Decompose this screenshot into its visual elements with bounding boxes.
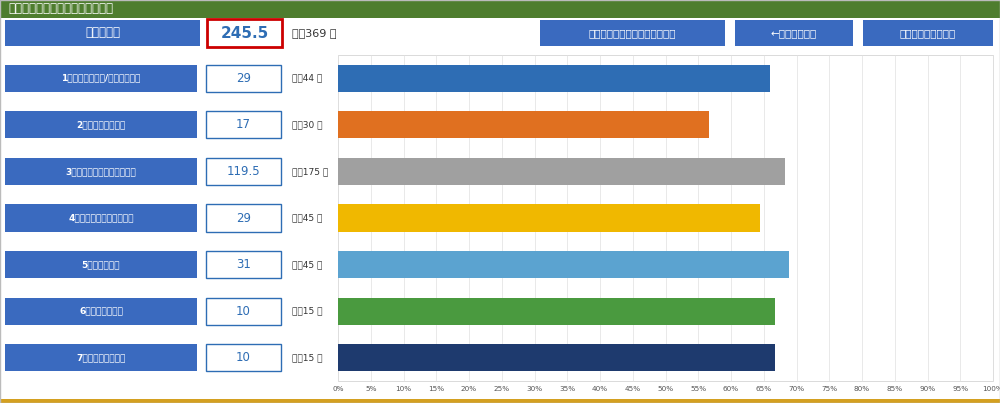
- Text: ／　369 点: ／ 369 点: [292, 28, 336, 38]
- Text: 10%: 10%: [395, 386, 412, 392]
- Bar: [206, 158, 281, 185]
- Text: 40%: 40%: [592, 386, 608, 392]
- Bar: [5, 111, 197, 138]
- Bar: [206, 204, 281, 231]
- Text: 119.5: 119.5: [227, 165, 260, 178]
- Text: ／　175 点: ／ 175 点: [292, 167, 328, 176]
- Bar: [338, 65, 770, 92]
- Bar: [5, 298, 197, 325]
- Text: 29: 29: [236, 212, 251, 224]
- Bar: [338, 298, 775, 325]
- Text: 3）　情報基盤の整備と活用: 3） 情報基盤の整備と活用: [66, 167, 136, 176]
- Bar: [5, 158, 197, 185]
- Bar: [206, 251, 281, 278]
- Text: 25%: 25%: [494, 386, 510, 392]
- Bar: [338, 111, 709, 138]
- Text: 10: 10: [236, 351, 251, 364]
- Text: 70%: 70%: [788, 386, 805, 392]
- Text: 総合評価点: 総合評価点: [85, 27, 120, 39]
- Bar: [338, 251, 789, 278]
- Bar: [5, 65, 197, 92]
- Bar: [206, 344, 281, 371]
- Text: 95%: 95%: [952, 386, 968, 392]
- Text: レベルアップに向けた参考情報: レベルアップに向けた参考情報: [589, 28, 676, 38]
- Text: 245.5: 245.5: [220, 25, 269, 40]
- Text: ／　15 点: ／ 15 点: [292, 353, 322, 362]
- Text: 35%: 35%: [559, 386, 575, 392]
- Text: 50%: 50%: [657, 386, 674, 392]
- Text: 7）　法令等の整備: 7） 法令等の整備: [76, 353, 126, 362]
- Text: 5%: 5%: [365, 386, 376, 392]
- Text: ／　15 点: ／ 15 点: [292, 307, 322, 316]
- Text: ／　45 点: ／ 45 点: [292, 260, 322, 269]
- Text: 20%: 20%: [461, 386, 477, 392]
- Text: 100%: 100%: [983, 386, 1000, 392]
- Text: 75%: 75%: [821, 386, 837, 392]
- Text: 6）　体制の構築: 6） 体制の構築: [79, 307, 123, 316]
- Bar: [0, 0, 1000, 18]
- Text: メニュー画面に戻る: メニュー画面に戻る: [900, 28, 956, 38]
- Text: ／　30 点: ／ 30 点: [292, 120, 322, 129]
- Bar: [206, 298, 281, 325]
- Text: ／　45 点: ／ 45 点: [292, 214, 322, 222]
- Bar: [5, 204, 197, 231]
- Bar: [338, 344, 775, 371]
- Text: 2）　基準類の整備: 2） 基準類の整備: [76, 120, 126, 129]
- Text: 80%: 80%: [854, 386, 870, 392]
- Text: 10: 10: [236, 305, 251, 318]
- Text: 4）　新技術の開発・導入: 4） 新技術の開発・導入: [68, 214, 134, 222]
- Text: 17: 17: [236, 118, 251, 131]
- Bar: [735, 20, 853, 46]
- Text: 15%: 15%: [428, 386, 444, 392]
- Bar: [863, 20, 993, 46]
- Text: 90%: 90%: [919, 386, 936, 392]
- Text: 85%: 85%: [887, 386, 903, 392]
- Text: 5）　予算管理: 5） 予算管理: [82, 260, 120, 269]
- Bar: [5, 20, 200, 46]
- Text: 60%: 60%: [723, 386, 739, 392]
- Text: ／　44 点: ／ 44 点: [292, 74, 322, 83]
- Text: 55%: 55%: [690, 386, 706, 392]
- Bar: [540, 20, 725, 46]
- Text: 31: 31: [236, 258, 251, 271]
- Text: 30%: 30%: [526, 386, 543, 392]
- Text: 維持管理の評価結果（総合評価）: 維持管理の評価結果（総合評価）: [8, 2, 113, 15]
- Text: 0%: 0%: [332, 386, 344, 392]
- Bar: [338, 55, 993, 381]
- Bar: [338, 158, 785, 185]
- Bar: [338, 204, 760, 231]
- Bar: [206, 65, 281, 92]
- Bar: [206, 111, 281, 138]
- Bar: [207, 19, 282, 47]
- Bar: [5, 344, 197, 371]
- Text: 45%: 45%: [625, 386, 641, 392]
- Text: 29: 29: [236, 72, 251, 85]
- Bar: [5, 251, 197, 278]
- Text: ←　設問に戻る: ← 設問に戻る: [771, 28, 817, 38]
- Text: 65%: 65%: [756, 386, 772, 392]
- Text: 1）　点検・診断/修繕・更新等: 1） 点検・診断/修繕・更新等: [61, 74, 141, 83]
- Bar: [0, 399, 1000, 403]
